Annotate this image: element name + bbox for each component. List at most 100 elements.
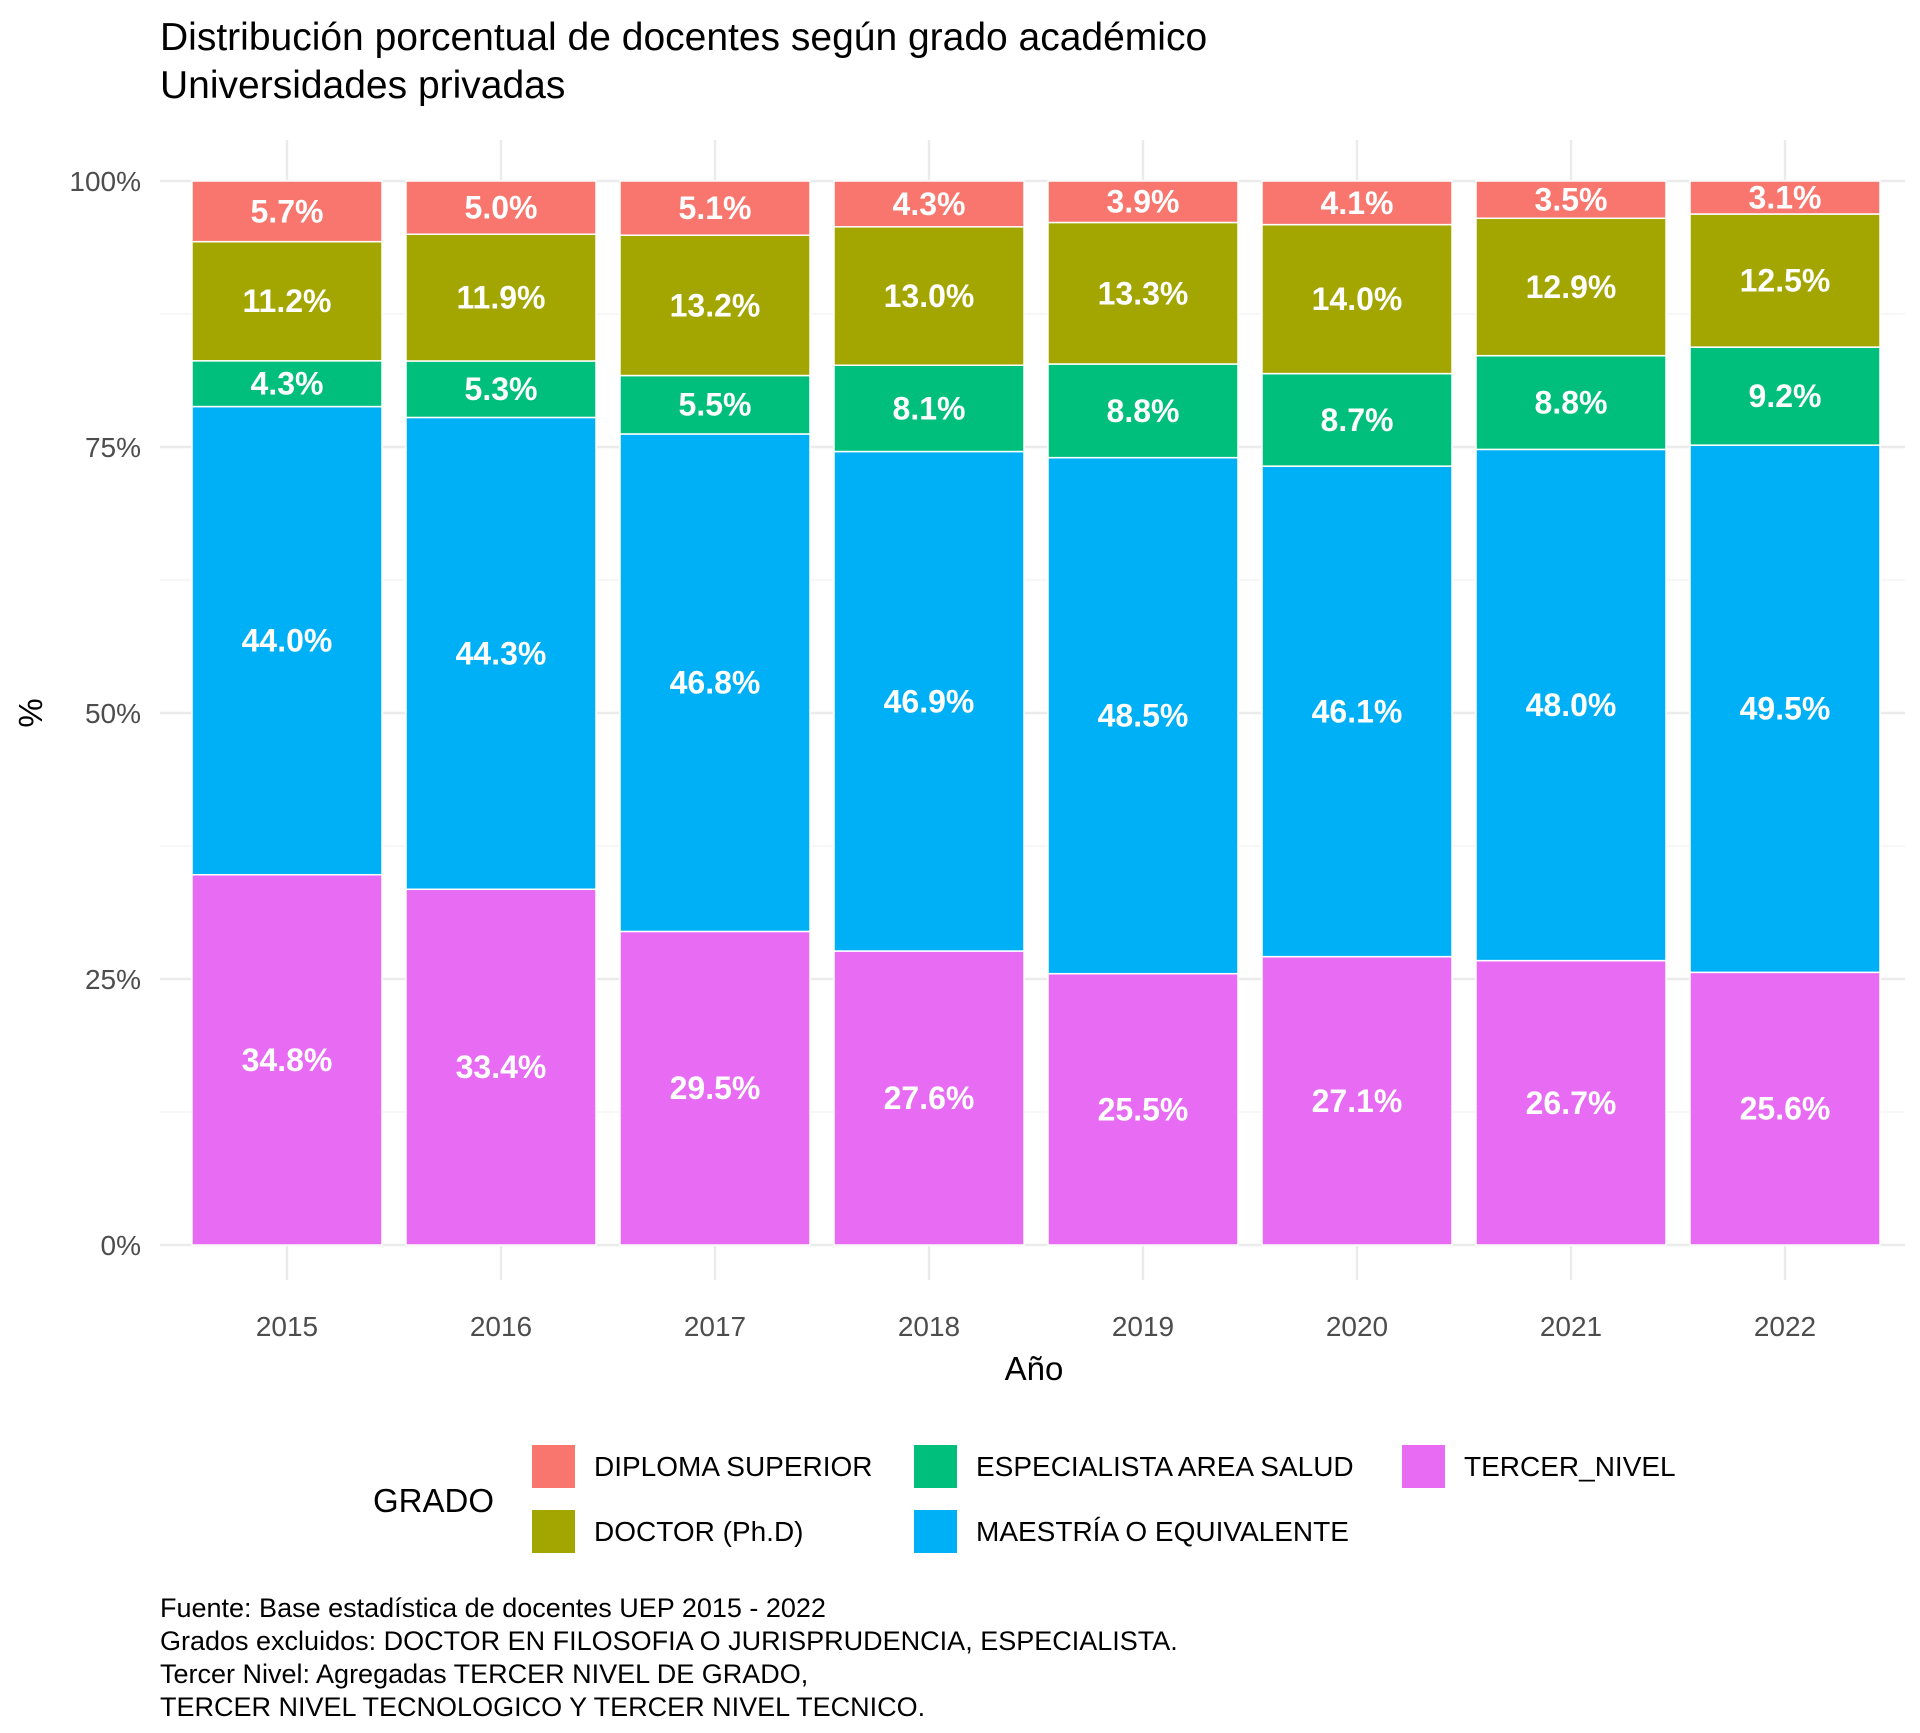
x-tick-label: 2022 (1754, 1311, 1816, 1342)
x-axis-ticks: 2015 2016 2017 2018 2019 2020 2021 2022 (256, 1311, 1816, 1342)
x-axis-title: Año (1005, 1350, 1064, 1387)
bar-segment-doctor-ph-d-2022 (1689, 213, 1881, 348)
legend: GRADO DIPLOMA SUPERIOR DOCTOR (Ph.D) ESPEC… (373, 1445, 1676, 1553)
bar-labels-group: 34.8% 44.0% 4.3% 11.2% 5.7% 33.4% 44.3% 5.3% 11.… (242, 180, 1831, 1128)
x-tick-label: 2021 (1540, 1311, 1602, 1342)
bar-label-doctor-ph-d-2020: 14.0% (1312, 281, 1403, 317)
bar-segment-tercer-nivel-2018 (833, 950, 1025, 1246)
legend-label-tercer-nivel: TERCER_NIVEL (1464, 1451, 1676, 1482)
bar-label-tercer-nivel-2015: 34.8% (242, 1042, 333, 1078)
bar-label-doctor-ph-d-2015: 11.2% (243, 283, 332, 319)
y-tick-label: 100% (69, 166, 141, 197)
bar-label-doctor-ph-d-2022: 12.5% (1740, 263, 1831, 299)
bar-label-doctor-ph-d-2018: 13.0% (884, 278, 975, 314)
legend-key-tercer-nivel (1402, 1445, 1445, 1488)
bar-label-especialista-area-salud-2017: 5.5% (679, 387, 752, 423)
bar-segment-diploma-superior-2022 (1689, 180, 1881, 215)
bar-label-doctor-ph-d-2021: 12.9% (1526, 269, 1617, 305)
bar-segment-tercer-nivel-2015 (191, 873, 383, 1246)
bar-segment-especialista-area-salud-2016 (405, 360, 597, 419)
bar-segment-diploma-superior-2018 (833, 180, 1025, 228)
bar-label-maestr-a-o-equivalente-2015: 44.0% (242, 623, 333, 659)
legend-key-diploma-superior (532, 1445, 575, 1488)
caption-line-4: TERCER NIVEL TECNOLOGICO Y TERCER NIVEL … (160, 1692, 925, 1722)
bar-segment-especialista-area-salud-2015 (191, 360, 383, 408)
y-tick-label: 75% (85, 432, 141, 463)
bar-segment-doctor-ph-d-2017 (619, 234, 811, 377)
bar-segment-especialista-area-salud-2021 (1475, 354, 1667, 451)
bar-segment-tercer-nivel-2019 (1047, 972, 1239, 1246)
caption-line-3: Tercer Nivel: Agregadas TERCER NIVEL DE … (160, 1659, 808, 1689)
bar-segment-especialista-area-salud-2017 (619, 374, 811, 435)
bar-label-doctor-ph-d-2016: 11.9% (457, 280, 546, 316)
bar-label-especialista-area-salud-2022: 9.2% (1749, 378, 1822, 414)
bar-label-maestr-a-o-equivalente-2016: 44.3% (456, 635, 547, 671)
legend-title: GRADO (373, 1482, 494, 1519)
bar-label-tercer-nivel-2018: 27.6% (884, 1080, 975, 1116)
x-tick-label: 2016 (470, 1311, 532, 1342)
bar-segment-doctor-ph-d-2019 (1047, 221, 1239, 365)
bar-segment-diploma-superior-2017 (619, 180, 811, 236)
bar-segment-especialista-area-salud-2019 (1047, 363, 1239, 459)
x-tick-label: 2017 (684, 1311, 746, 1342)
bar-segment-diploma-superior-2020 (1261, 180, 1453, 226)
chart-title: Distribución porcentual de docentes segú… (160, 16, 1207, 59)
legend-key-doctor-ph-d (532, 1510, 575, 1553)
bar-label-especialista-area-salud-2015: 4.3% (251, 366, 324, 402)
bar-segment-tercer-nivel-2021 (1475, 959, 1667, 1246)
x-tick-label: 2019 (1112, 1311, 1174, 1342)
y-tick-label: 25% (85, 964, 141, 995)
bar-segment-maestr-a-o-equivalente-2017 (619, 433, 811, 933)
legend-label-diploma-superior: DIPLOMA SUPERIOR (594, 1451, 873, 1482)
bar-label-especialista-area-salud-2016: 5.3% (465, 371, 538, 407)
bar-segment-diploma-superior-2015 (191, 180, 383, 243)
caption-line-2: Grados excluidos: DOCTOR EN FILOSOFIA O … (160, 1626, 1178, 1656)
bar-segment-maestr-a-o-equivalente-2018 (833, 450, 1025, 952)
bar-segment-tercer-nivel-2016 (405, 888, 597, 1246)
bar-label-diploma-superior-2017: 5.1% (679, 190, 752, 226)
caption-line-1: Fuente: Base estadística de docentes UEP… (160, 1593, 826, 1623)
x-tick-label: 2015 (256, 1311, 318, 1342)
bar-label-diploma-superior-2018: 4.3% (893, 186, 966, 222)
bar-label-diploma-superior-2015: 5.7% (251, 193, 324, 229)
bar-segment-maestr-a-o-equivalente-2020 (1261, 465, 1453, 958)
bar-label-maestr-a-o-equivalente-2020: 46.1% (1312, 693, 1403, 729)
bar-segment-doctor-ph-d-2015 (191, 240, 383, 362)
legend-label-especialista-area-salud: ESPECIALISTA AREA SALUD (976, 1451, 1354, 1482)
bar-segment-maestr-a-o-equivalente-2019 (1047, 456, 1239, 975)
y-axis-title: % (12, 698, 49, 727)
bar-label-diploma-superior-2019: 3.9% (1107, 184, 1180, 220)
legend-key-maestr-a-o-equivalente (914, 1510, 957, 1553)
bar-label-tercer-nivel-2016: 33.4% (456, 1049, 547, 1085)
bar-segment-diploma-superior-2021 (1475, 180, 1667, 220)
bar-segment-tercer-nivel-2022 (1689, 971, 1881, 1246)
y-tick-label: 50% (85, 698, 141, 729)
bar-label-maestr-a-o-equivalente-2019: 48.5% (1098, 698, 1189, 734)
bar-segment-doctor-ph-d-2018 (833, 226, 1025, 367)
bar-label-diploma-superior-2020: 4.1% (1321, 185, 1394, 221)
caption: Fuente: Base estadística de docentes UEP… (160, 1593, 1178, 1722)
bar-label-tercer-nivel-2019: 25.5% (1098, 1091, 1189, 1127)
bar-label-tercer-nivel-2022: 25.6% (1740, 1091, 1831, 1127)
bar-label-especialista-area-salud-2021: 8.8% (1535, 385, 1608, 421)
y-axis-ticks: 0% 25% 50% 75% 100% (69, 166, 141, 1261)
bar-label-tercer-nivel-2020: 27.1% (1312, 1083, 1403, 1119)
bar-label-especialista-area-salud-2018: 8.1% (893, 390, 966, 426)
bar-segment-maestr-a-o-equivalente-2015 (191, 405, 383, 876)
chart-subtitle: Universidades privadas (160, 64, 565, 107)
x-tick-label: 2020 (1326, 1311, 1388, 1342)
bar-segment-maestr-a-o-equivalente-2022 (1689, 444, 1881, 974)
bar-label-especialista-area-salud-2020: 8.7% (1321, 402, 1394, 438)
bar-label-maestr-a-o-equivalente-2022: 49.5% (1740, 691, 1831, 727)
bar-label-doctor-ph-d-2019: 13.3% (1098, 275, 1189, 311)
bar-label-tercer-nivel-2021: 26.7% (1526, 1085, 1617, 1121)
bar-segment-maestr-a-o-equivalente-2021 (1475, 448, 1667, 962)
legend-key-especialista-area-salud (914, 1445, 957, 1488)
x-tick-label: 2018 (898, 1311, 960, 1342)
bar-label-diploma-superior-2022: 3.1% (1749, 180, 1822, 216)
bar-segment-especialista-area-salud-2018 (833, 364, 1025, 453)
bar-label-maestr-a-o-equivalente-2018: 46.9% (884, 683, 975, 719)
bar-label-doctor-ph-d-2017: 13.2% (670, 287, 761, 323)
bar-label-maestr-a-o-equivalente-2017: 46.8% (670, 665, 761, 701)
